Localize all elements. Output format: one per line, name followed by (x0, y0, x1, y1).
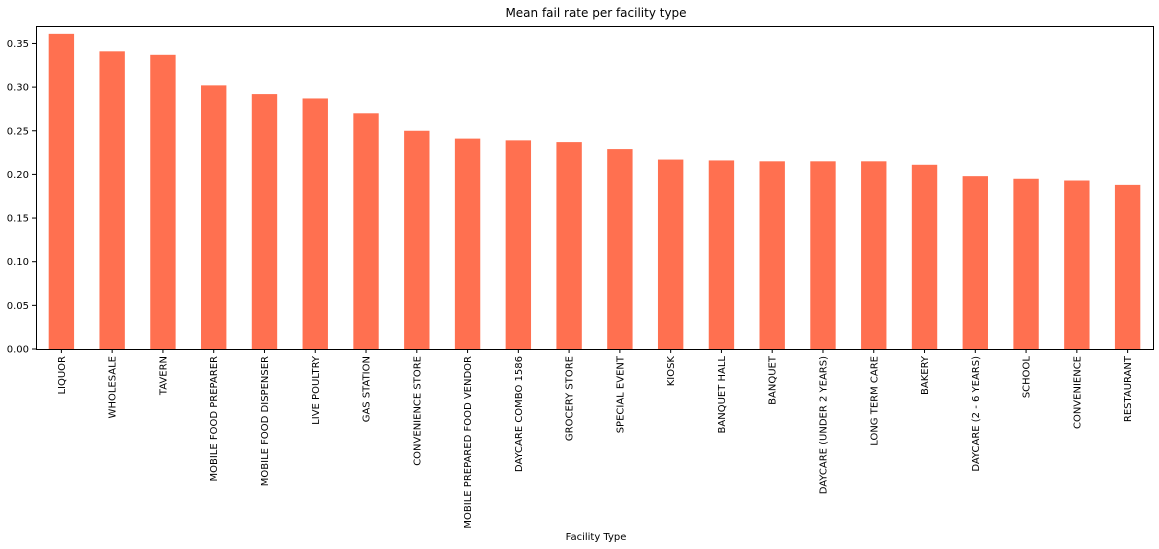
bar (759, 161, 785, 349)
x-tick-label: CONVENIENCE STORE (412, 356, 423, 466)
plot-frame (36, 26, 1154, 350)
bar (1013, 178, 1039, 349)
x-tick-label: LIQUOR (57, 356, 68, 395)
y-tick-label: 0.30 (7, 83, 29, 94)
y-tick-label: 0.15 (7, 214, 29, 225)
x-tick-label: BANQUET (768, 355, 779, 405)
x-axis-label: Facility Type (566, 532, 627, 543)
x-tick-label: LIVE POULTRY (311, 355, 322, 425)
x-tick-label: DAYCARE COMBO 1586 (514, 356, 525, 472)
bar (353, 113, 379, 349)
bar (962, 176, 988, 349)
x-tick-label: MOBILE FOOD DISPENSER (260, 356, 271, 486)
x-tick-label: GAS STATION (362, 356, 373, 422)
x-tick-label: DAYCARE (2 - 6 YEARS) (971, 356, 982, 472)
x-axis: LIQUOR WHOLESALE TAVERN MOBILE FOOD PREPARE… (57, 349, 1134, 529)
bars-group (48, 33, 1141, 350)
x-tick-label: DAYCARE (UNDER 2 YEARS) (818, 356, 829, 494)
x-tick-label: LONG TERM CARE (869, 356, 880, 446)
bar (556, 142, 582, 349)
bar (201, 85, 227, 350)
bar (99, 51, 125, 349)
y-tick-label: 0.35 (7, 39, 29, 50)
bar (657, 159, 684, 349)
y-tick-label: 0.20 (7, 170, 29, 181)
y-axis: 0.00 0.05 0.10 0.15 0.20 0.25 0.30 0.35 (7, 39, 36, 356)
x-tick-label: CONVENIENCE (1072, 356, 1083, 429)
x-tick-label: KIOSK (666, 356, 677, 387)
x-tick-label: BAKERY (920, 355, 931, 395)
bar (454, 138, 481, 349)
x-tick-label: SCHOOL (1022, 356, 1033, 399)
x-tick-label: BANQUET HALL (717, 356, 728, 434)
bar (150, 54, 176, 350)
x-tick-label: GROCERY STORE (565, 356, 576, 441)
bar (861, 161, 887, 349)
bar (302, 98, 328, 349)
bar (911, 164, 938, 349)
bar (708, 160, 735, 349)
bar (1114, 184, 1141, 349)
x-tick-label: MOBILE FOOD PREPARER (209, 356, 220, 482)
y-tick-label: 0.00 (7, 345, 29, 356)
x-tick-label: MOBILE PREPARED FOOD VENDOR (463, 356, 474, 529)
x-tick-label: RESTAURANT (1123, 355, 1134, 422)
bar (607, 149, 633, 349)
x-tick-label: WHOLESALE (108, 356, 119, 418)
bar (1064, 180, 1090, 349)
x-tick-label: SPECIAL EVENT (615, 355, 626, 433)
bar (48, 33, 75, 350)
y-tick-label: 0.05 (7, 301, 29, 312)
bar (810, 161, 836, 349)
x-tick-label: TAVERN (158, 356, 169, 396)
bar (505, 140, 532, 349)
y-tick-label: 0.25 (7, 126, 29, 137)
bar (251, 94, 278, 349)
y-tick-label: 0.10 (7, 257, 29, 268)
bar (404, 130, 430, 349)
chart-title: Mean fail rate per facility type (505, 6, 686, 20)
